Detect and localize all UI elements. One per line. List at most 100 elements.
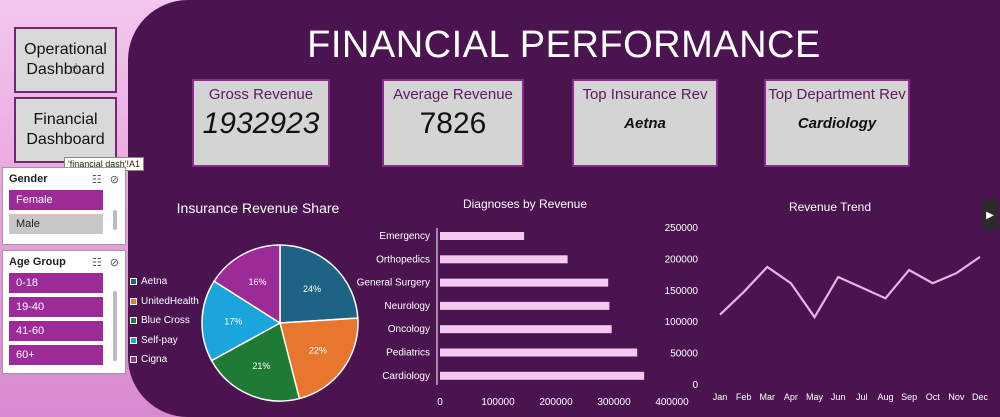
pie-slice-label: 22%	[309, 346, 327, 356]
slicer-item-label: 60+	[16, 349, 35, 361]
average-revenue-value: 7826	[419, 107, 487, 140]
pie-slice-label: 17%	[224, 317, 242, 327]
gross-revenue-label: Gross Revenue	[208, 86, 314, 103]
bar-x-tick-label: 100000	[481, 397, 515, 408]
bar-category-label: Cardiology	[382, 371, 430, 382]
legend-swatch	[130, 317, 137, 325]
pie-slice-label: 21%	[252, 361, 270, 371]
slicer-item-female[interactable]: Female	[9, 190, 103, 210]
gender-slicer-scrollbar[interactable]	[113, 210, 117, 230]
bar	[440, 278, 609, 287]
hand-cursor-icon: ☝	[70, 60, 79, 76]
pie-slice	[201, 280, 282, 362]
legend-item: UnitedHealth	[130, 292, 199, 312]
slicer-item-label: 0-18	[16, 277, 39, 289]
slicer-item-60-plus[interactable]: 60+	[9, 345, 103, 365]
line-x-tick-label: Jan	[713, 392, 728, 402]
legend-label: UnitedHealth	[141, 295, 199, 307]
bar	[440, 371, 645, 380]
line-x-tick-label: May	[806, 392, 824, 402]
top-insurance-card: Top Insurance Rev Aetna	[572, 79, 718, 167]
line-x-tick-label: Feb	[736, 392, 752, 402]
legend-swatch	[130, 356, 137, 364]
legend-label: Cigna	[141, 354, 168, 366]
line-chart-title: Revenue Trend	[788, 200, 872, 214]
page-title: FINANCIAL PERFORMANCE	[307, 24, 821, 66]
line-y-tick-label: 150000	[665, 286, 699, 297]
age-slicer-scrollbar[interactable]	[113, 291, 117, 361]
clear-filter-icon[interactable]: ⊘	[109, 256, 119, 269]
pie-slice-label: 24%	[303, 284, 321, 294]
legend-item: Cigna	[130, 350, 199, 370]
financial-dashboard-label: Financial Dashboard	[26, 111, 105, 148]
bar-category-label: Orthopedics	[376, 254, 430, 265]
average-revenue-label: Average Revenue	[393, 86, 513, 103]
top-insurance-label: Top Insurance Rev	[582, 86, 708, 103]
operational-dashboard-label: Operational Dashboard	[24, 41, 107, 78]
line-y-tick-label: 200000	[665, 254, 699, 265]
slicer-item-male[interactable]: Male	[9, 214, 103, 234]
bar-x-tick-label: 0	[437, 397, 443, 408]
line-x-tick-label: Dec	[972, 392, 989, 402]
slicer-item-label: 41-60	[16, 325, 45, 337]
bar-category-label: Emergency	[379, 231, 430, 242]
slicer-item-label: Female	[16, 194, 53, 206]
bar	[440, 348, 638, 357]
legend-item: Self-pay	[130, 331, 199, 351]
pie-slice	[279, 317, 359, 400]
trend-line	[719, 255, 981, 320]
bar	[440, 325, 612, 334]
bar	[440, 301, 610, 310]
slicer-item-0-18[interactable]: 0-18	[9, 273, 103, 293]
bar-x-tick-label: 400000	[655, 397, 689, 408]
line-x-tick-label: Jun	[831, 392, 846, 402]
bar-category-label: Neurology	[384, 301, 430, 312]
pie-legend: Aetna UnitedHealth Blue Cross Self-pay Cigna	[130, 272, 199, 370]
top-insurance-value: Aetna	[624, 115, 666, 132]
line-x-tick-label: Nov	[948, 392, 965, 402]
average-revenue-card: Average Revenue 7826	[382, 79, 524, 167]
legend-swatch	[130, 278, 137, 286]
bar-x-tick-label: 200000	[539, 397, 573, 408]
line-x-tick-label: Jul	[856, 392, 868, 402]
bar-category-label: General Surgery	[357, 278, 430, 289]
line-x-tick-label: Sep	[901, 392, 917, 402]
expand-arrow-icon[interactable]: ▶	[982, 200, 998, 230]
line-y-tick-label: 250000	[665, 223, 699, 234]
top-department-label: Top Department Rev	[768, 86, 906, 103]
pie-slice-label: 16%	[248, 277, 266, 287]
gender-slicer: Gender ☷ ⊘ Female Male	[2, 167, 126, 245]
gender-slicer-title: Gender	[9, 173, 48, 185]
legend-item: Blue Cross	[130, 311, 199, 331]
age-group-slicer-title: Age Group	[9, 256, 66, 268]
top-department-card: Top Department Rev Cardiology	[764, 79, 910, 167]
legend-item: Aetna	[130, 272, 199, 292]
bar-chart-title: Diagnoses by Revenue	[462, 197, 588, 211]
line-y-tick-label: 0	[692, 380, 698, 391]
legend-label: Self-pay	[141, 334, 178, 346]
line-y-tick-label: 50000	[670, 349, 698, 360]
multi-select-icon[interactable]: ☷	[91, 173, 102, 186]
legend-label: Blue Cross	[141, 315, 190, 327]
line-x-tick-label: Aug	[877, 392, 893, 402]
bar-category-label: Oncology	[388, 324, 430, 335]
line-x-tick-label: Oct	[926, 392, 941, 402]
pie-slice	[279, 244, 359, 324]
gross-revenue-value: 1932923	[202, 107, 320, 140]
multi-select-icon[interactable]: ☷	[91, 256, 102, 269]
line-y-tick-label: 100000	[665, 317, 699, 328]
top-department-value: Cardiology	[797, 115, 877, 132]
legend-swatch	[130, 297, 137, 305]
pie-slice	[210, 321, 301, 402]
line-x-tick-label: Apr	[784, 392, 798, 402]
operational-dashboard-button[interactable]: Operational Dashboard	[14, 27, 117, 93]
slicer-item-19-40[interactable]: 19-40	[9, 297, 103, 317]
slicer-item-label: Male	[16, 218, 40, 230]
clear-filter-icon[interactable]: ⊘	[109, 173, 119, 186]
financial-dashboard-button[interactable]: Financial Dashboard	[14, 97, 117, 163]
slicer-item-41-60[interactable]: 41-60	[9, 321, 103, 341]
slicer-item-label: 19-40	[16, 301, 45, 313]
pie-slice	[213, 244, 281, 325]
line-x-tick-label: Mar	[760, 392, 776, 402]
